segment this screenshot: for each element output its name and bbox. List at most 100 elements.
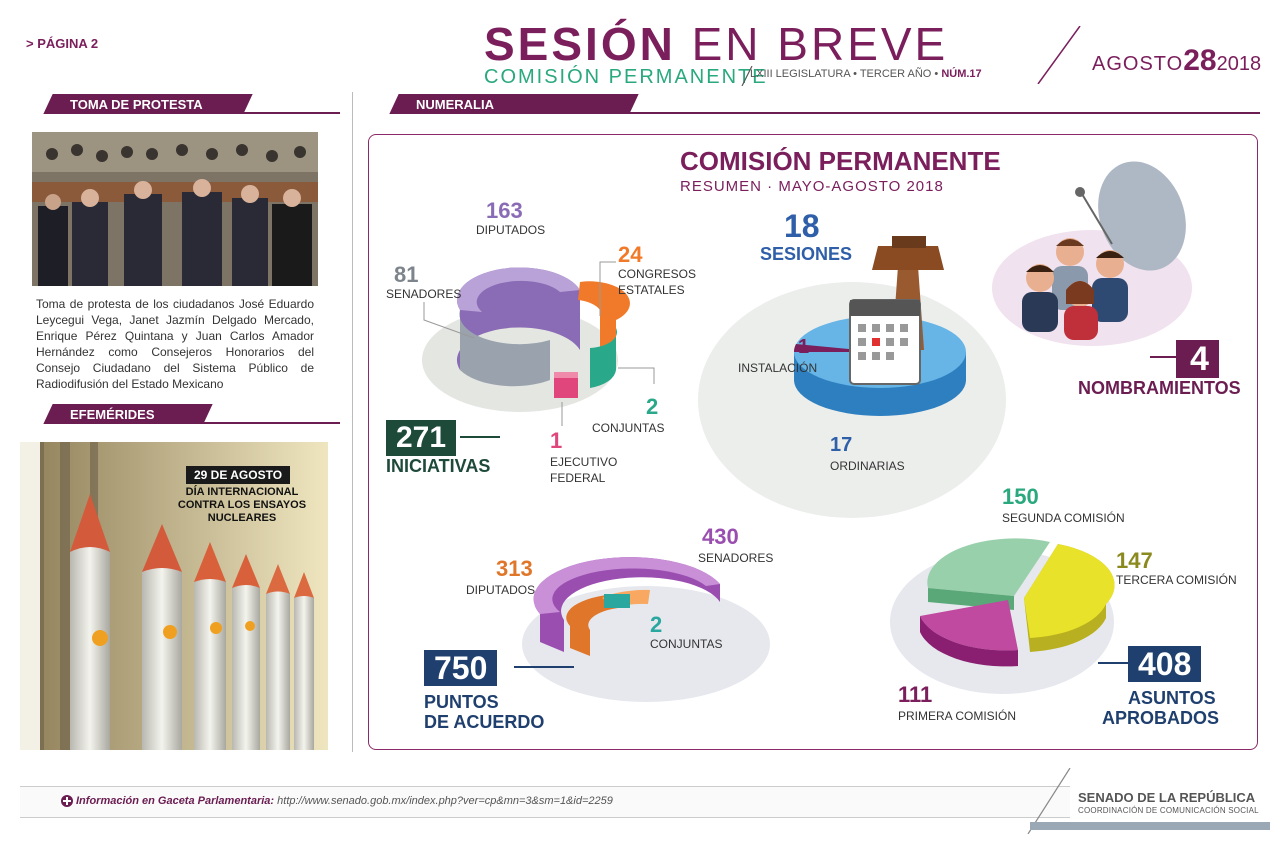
banner-numeralia: NUMERALIA (366, 94, 1260, 116)
label-ordinarias: ORDINARIAS (830, 459, 905, 473)
value-senadores: 81 (394, 262, 419, 287)
label-congresos: CONGRESOS (618, 267, 697, 281)
value-ejecutivo: 1 (550, 428, 563, 453)
issue-date: AGOSTO282018 (1092, 44, 1261, 78)
date-year: 2018 (1216, 53, 1262, 75)
slice-segunda (927, 538, 1050, 596)
efemeride-text: DÍA INTERNACIONAL CONTRA LOS ENSAYOS NUC… (177, 486, 307, 524)
senate-photo-illustration (32, 132, 318, 286)
photo-caption: Toma de protesta de los ciudadanos José … (36, 297, 314, 391)
sesiones-chart (698, 236, 1006, 518)
satellite-dish-icon (1098, 161, 1186, 271)
asuntos-pie-chart (890, 538, 1115, 694)
legislature-text: LXIII LEGISLATURA • TERCER AÑO • (750, 68, 939, 80)
plus-circle-icon (61, 795, 73, 807)
puntos-label-2: DE ACUERDO (424, 712, 545, 732)
value-primera: 111 (898, 682, 933, 707)
iniciativas-label: INICIATIVAS (386, 456, 491, 476)
date-day: 28 (1183, 44, 1217, 77)
conjuntas-leader-line (618, 367, 655, 384)
value-conjuntas-acuerdo: 2 (650, 612, 663, 637)
slice-primera (920, 600, 1018, 651)
numeralia-panel (368, 134, 1258, 750)
label-estatales: ESTATALES (618, 283, 685, 297)
sesiones-label: SESIONES (760, 244, 853, 264)
iniciativas-ring-chart (422, 267, 630, 412)
title-light: EN BREVE (691, 18, 949, 70)
asuntos-label-2: APROBADOS (1102, 708, 1220, 728)
ring-segment-congresos (578, 281, 630, 360)
label-conjuntas: CONJUNTAS (592, 421, 665, 435)
banner-label: TOMA DE PROTESTA (70, 97, 203, 112)
senadores-leader-line (423, 302, 475, 339)
footer-strip (20, 786, 1070, 818)
value-instalacion: 1 (798, 336, 810, 358)
value-diputados-acuerdo: 313 (496, 556, 533, 581)
gaceta-info: Información en Gaceta Parlamentaria: htt… (76, 795, 613, 807)
nombramientos-total: 4 (1176, 340, 1219, 378)
iniciativas-total: 271 (386, 420, 457, 456)
ring-segment-diputados (456, 267, 580, 370)
value-tercera: 147 (1116, 548, 1153, 573)
value-segunda: 150 (1002, 484, 1039, 509)
title-bold: SESIÓN (484, 18, 676, 70)
asuntos-total: 408 (1128, 646, 1202, 682)
value-diputados: 163 (486, 198, 523, 223)
label-segunda: SEGUNDA COMISIÓN (1002, 511, 1125, 525)
publication-meta: LXIII LEGISLATURA • TERCER AÑO • NÚM.17 (750, 68, 982, 80)
congresos-leader-line (599, 261, 616, 316)
ring-segment-diputados-acuerdo (566, 594, 618, 656)
label-senadores: SENADORES (386, 287, 462, 301)
slash-divider (741, 66, 753, 86)
banner-label: EFEMÉRIDES (70, 407, 155, 422)
label-conjuntas-acuerdo: CONJUNTAS (650, 637, 723, 651)
numeralia-title: COMISIÓN PERMANENTE (680, 146, 1001, 176)
value-conjuntas: 2 (646, 394, 659, 419)
gaceta-link[interactable]: http://www.senado.gob.mx/index.php?ver=c… (277, 795, 613, 807)
protest-photo (32, 132, 318, 286)
ejecutivo-leader-line (561, 402, 563, 426)
footer-bar (1030, 822, 1270, 830)
banner-label: NUMERALIA (416, 97, 494, 112)
banner-toma-protesta: TOMA DE PROTESTA (20, 94, 340, 116)
nombramientos-illustration (992, 161, 1192, 346)
column-divider (352, 92, 353, 752)
missiles-illustration (20, 442, 328, 750)
senado-subtext: COORDINACIÓN DE COMUNICACIÓN SOCIAL (1078, 806, 1259, 815)
label-diputados-acuerdo: DIPUTADOS (466, 583, 536, 597)
label-diputados: DIPUTADOS (476, 223, 546, 237)
slice-tercera (1024, 544, 1115, 638)
publication-subtitle: COMISIÓN PERMANENTE (484, 66, 768, 88)
puntos-label-1: PUNTOS (424, 692, 499, 712)
label-senadores-acuerdo: SENADORES (698, 551, 774, 565)
nuclear-missiles-image (20, 442, 328, 750)
ring-segment-senadores (533, 557, 720, 652)
puntos-ring-chart (522, 557, 770, 702)
senado-logo-text: SENADO DE LA REPÚBLICA (1078, 790, 1256, 805)
asuntos-label-1: ASUNTOS (1128, 688, 1216, 708)
label-ejecutivo: EJECUTIVO (550, 455, 618, 469)
label-federal: FEDERAL (550, 471, 606, 485)
numeralia-subtitle: RESUMEN · MAYO-AGOSTO 2018 (680, 178, 944, 195)
issue-number: NÚM.17 (941, 68, 982, 80)
people-icon (1022, 238, 1128, 340)
ring-segment-senadores (459, 310, 550, 387)
publication-title: SESIÓN EN BREVE (484, 20, 948, 68)
value-congresos: 24 (618, 242, 643, 267)
date-slash (1037, 26, 1081, 84)
gaceta-label: Información en Gaceta Parlamentaria: (76, 795, 275, 807)
puntos-total: 750 (424, 650, 498, 686)
label-instalacion: INSTALACIÓN (738, 361, 818, 375)
banner-efemerides: EFEMÉRIDES (20, 404, 340, 426)
ring-segment-conjuntas (590, 328, 617, 388)
page-number: > PÁGINA 2 (26, 36, 99, 51)
ring-segment-conjuntas-acuerdo (604, 594, 630, 608)
nombramientos-label: NOMBRAMIENTOS (1078, 378, 1241, 398)
value-ordinarias: 17 (830, 434, 853, 456)
efemeride-date: 29 DE AGOSTO (186, 466, 291, 484)
value-senadores-acuerdo: 430 (702, 524, 739, 549)
sesiones-total: 18 (784, 208, 820, 244)
date-month: AGOSTO (1092, 53, 1184, 75)
label-tercera: TERCERA COMISIÓN (1116, 573, 1237, 587)
label-primera: PRIMERA COMISIÓN (898, 709, 1017, 723)
